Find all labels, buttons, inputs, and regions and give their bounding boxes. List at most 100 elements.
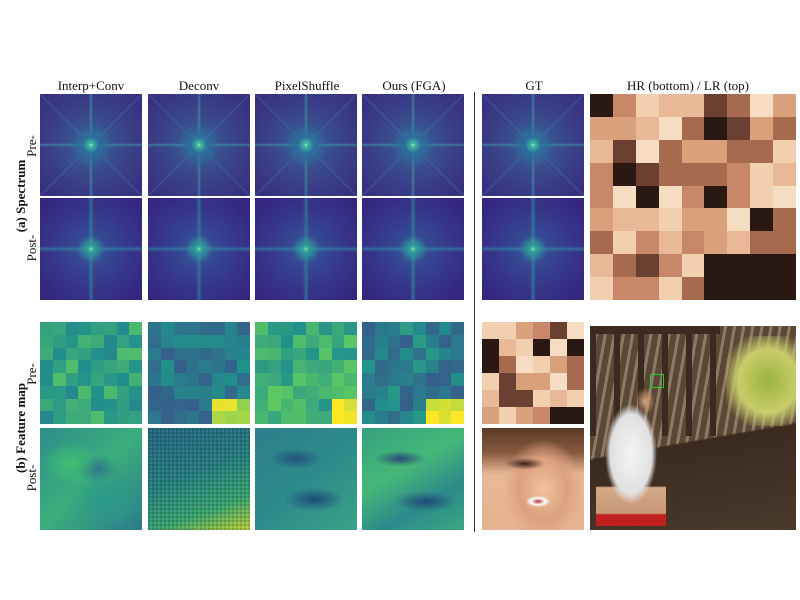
mosaic-cell [293, 373, 306, 386]
mosaic-cell [451, 411, 464, 424]
mosaic-cell [413, 398, 426, 412]
mosaic-cell [224, 373, 238, 386]
mosaic-cell [129, 373, 142, 386]
mosaic-cell [199, 385, 212, 399]
mosaic-cell [567, 390, 584, 407]
mosaic-cell [40, 411, 53, 424]
mosaic-cell [306, 360, 319, 373]
mosaic-cell [173, 398, 187, 412]
mosaic-cell [173, 360, 187, 373]
mosaic-cell [704, 162, 728, 186]
mosaic-cell [704, 208, 728, 232]
mosaic-cell [438, 347, 452, 361]
spectrum-post-deconv [148, 198, 250, 300]
mosaic-cell [199, 360, 212, 373]
mosaic-cell [727, 139, 751, 163]
mosaic-cell [750, 116, 774, 140]
mosaic-cell [499, 356, 516, 373]
mosaic-cell [438, 411, 452, 424]
mosaic-cell [590, 185, 613, 209]
mosaic-cell [173, 373, 187, 386]
spectrum-post-pixelshuffle [255, 198, 357, 300]
mosaic-cell [612, 277, 636, 300]
mosaic-cell [211, 398, 225, 412]
mosaic-cell [773, 162, 796, 186]
mosaic-cell [590, 277, 613, 300]
mosaic-cell [331, 373, 345, 386]
mosaic-cell [91, 322, 104, 335]
mosaic-cell [78, 411, 91, 424]
mosaic-cell [344, 347, 357, 361]
mosaic-cell [533, 322, 550, 339]
mosaic-cell [103, 398, 117, 412]
mosaic-cell [293, 398, 306, 412]
mosaic-cell [267, 334, 281, 348]
mosaic-cell [681, 185, 705, 209]
mosaic-cell [199, 373, 212, 386]
mosaic-cell [293, 322, 306, 335]
mosaic-cell [400, 411, 413, 424]
mosaic-cell [148, 347, 161, 361]
mosaic-cell [116, 334, 130, 348]
mosaic-cell [186, 322, 199, 335]
mosaic-cell [331, 360, 345, 373]
mosaic-cell [550, 373, 567, 390]
mosaic-cell [362, 373, 375, 386]
spectrum-pre-deconv [148, 94, 250, 196]
mosaic-cell [438, 385, 452, 399]
mosaic-cell [344, 411, 357, 424]
mosaic-cell [413, 360, 426, 373]
mosaic-cell [681, 116, 705, 140]
mosaic-cell [129, 347, 142, 361]
mosaic-cell [374, 360, 388, 373]
mosaic-cell [65, 385, 79, 399]
mosaic-cell [344, 373, 357, 386]
mosaic-cell [635, 139, 659, 163]
mosaic-cell [52, 385, 66, 399]
mosaic-cell [533, 356, 550, 373]
mosaic-cell [612, 139, 636, 163]
mosaic-cell [129, 385, 142, 399]
mosaic-cell [224, 334, 238, 348]
mosaic-cell [280, 385, 294, 399]
mosaic-cell [413, 411, 426, 424]
mosaic-cell [681, 139, 705, 163]
mosaic-cell [658, 139, 682, 163]
mosaic-cell [65, 411, 79, 424]
mosaic-cell [103, 334, 117, 348]
mosaic-cell [331, 385, 345, 399]
mosaic-cell [387, 334, 401, 348]
mosaic-cell [750, 139, 774, 163]
mosaic-cell [374, 334, 388, 348]
mosaic-cell [65, 347, 79, 361]
mosaic-cell [413, 334, 426, 348]
mosaic-cell [387, 347, 401, 361]
spectrum-pre-pixelshuffle [255, 94, 357, 196]
mosaic-cell [91, 334, 104, 348]
mosaic-cell [635, 116, 659, 140]
mosaic-cell [635, 94, 659, 117]
mosaic-cell [267, 385, 281, 399]
mosaic-cell [658, 162, 682, 186]
mosaic-cell [612, 116, 636, 140]
mosaic-cell [773, 139, 796, 163]
mosaic-cell [612, 254, 636, 278]
mosaic-cell [658, 277, 682, 300]
mosaic-cell [567, 339, 584, 356]
mosaic-cell [318, 334, 332, 348]
hr-full-scene-image [590, 326, 796, 530]
mosaic-cell [344, 398, 357, 412]
mosaic-cell [413, 347, 426, 361]
mosaic-cell [499, 373, 516, 390]
mosaic-cell [773, 94, 796, 117]
mosaic-cell [148, 334, 161, 348]
mosaic-cell [224, 398, 238, 412]
mosaic-cell [211, 385, 225, 399]
mosaic-cell [773, 116, 796, 140]
mosaic-cell [704, 185, 728, 209]
mosaic-cell [103, 373, 117, 386]
mosaic-cell [425, 411, 439, 424]
mosaic-cell [438, 398, 452, 412]
mosaic-cell [199, 322, 212, 335]
mosaic-cell [451, 360, 464, 373]
